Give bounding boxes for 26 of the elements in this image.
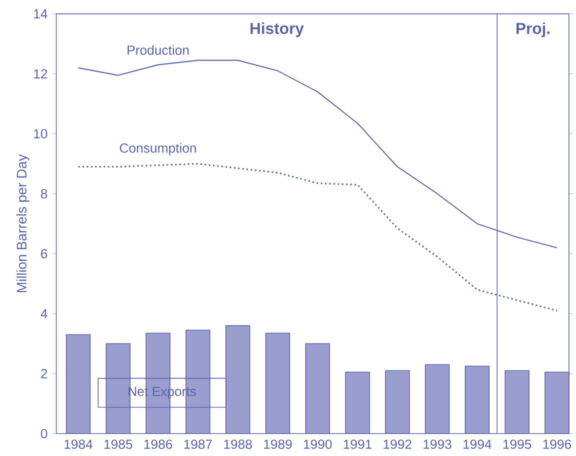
- x-tick-label: 1987: [184, 439, 212, 449]
- annotation: Proj.: [516, 22, 550, 38]
- x-tick-label: 1985: [104, 439, 132, 449]
- x-tick-label: 1989: [264, 439, 292, 449]
- y-tick-label: 0: [40, 428, 48, 438]
- x-tick-label: 1993: [424, 439, 452, 449]
- x-tick-label: 1996: [543, 439, 572, 449]
- y-tick-label: 2: [41, 368, 48, 378]
- series-label: Production: [128, 45, 189, 55]
- y-tick-label: 14: [34, 9, 48, 18]
- annotation: History: [250, 22, 304, 38]
- y-tick-label: 12: [34, 69, 48, 78]
- y-tick-label: 10: [34, 128, 48, 138]
- x-tick-label: 1986: [144, 439, 172, 449]
- y-tick-label: 8: [40, 188, 48, 198]
- x-tick-label: 1991: [344, 439, 372, 449]
- x-tick-label: 1995: [503, 439, 532, 449]
- x-tick-label: 1988: [224, 439, 252, 449]
- x-tick-label: 1984: [64, 439, 93, 449]
- x-tick-label: 1992: [384, 439, 412, 449]
- y-tick-label: 6: [41, 248, 48, 258]
- y-axis-title: Million Barrels per Day: [16, 154, 30, 292]
- series-label: Consumption: [120, 142, 196, 156]
- y-tick-label: 4: [40, 308, 48, 318]
- x-tick-label: 1990: [304, 439, 332, 449]
- x-tick-label: 1994: [464, 439, 492, 449]
